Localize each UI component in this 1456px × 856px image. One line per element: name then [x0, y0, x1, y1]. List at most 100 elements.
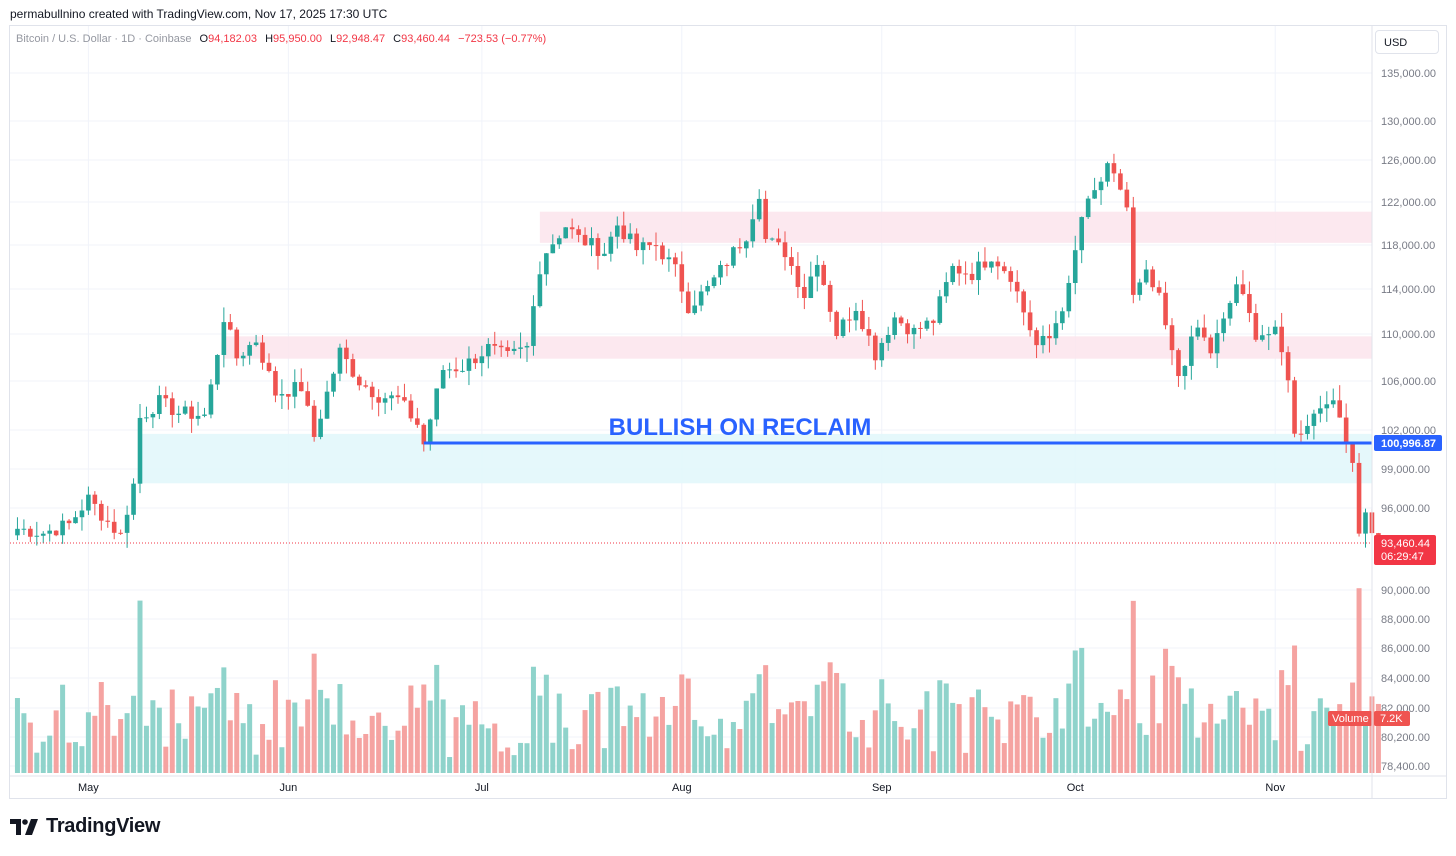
candle-body[interactable] [337, 347, 343, 374]
candle-body[interactable] [1266, 334, 1272, 336]
candle-body[interactable] [1234, 284, 1239, 304]
candle-body[interactable] [363, 385, 369, 387]
candle-body[interactable] [111, 521, 117, 533]
candle-body[interactable] [298, 382, 304, 392]
candle-body[interactable] [460, 370, 465, 372]
candle-body[interactable] [963, 273, 968, 275]
candle-body[interactable] [556, 238, 562, 245]
candle-body[interactable] [150, 414, 156, 418]
candle-body[interactable] [1324, 404, 1330, 409]
candle-body[interactable] [976, 261, 981, 281]
candle-body[interactable] [537, 274, 543, 307]
candle-body[interactable] [724, 265, 730, 267]
candle-body[interactable] [240, 355, 246, 359]
candle-body[interactable] [1137, 282, 1143, 295]
candle-body[interactable] [34, 535, 40, 537]
candle-body[interactable] [595, 238, 601, 256]
candle-body[interactable] [479, 356, 485, 364]
candle-body[interactable] [157, 395, 162, 415]
candle-body[interactable] [982, 261, 988, 268]
candle-body[interactable] [763, 198, 768, 240]
candle-body[interactable] [1330, 400, 1336, 405]
candle-body[interactable] [1060, 311, 1065, 324]
candle-body[interactable] [885, 334, 891, 343]
candle-body[interactable] [105, 520, 111, 522]
candle-body[interactable] [931, 320, 936, 323]
candle-body[interactable] [1034, 330, 1039, 346]
candle-body[interactable] [666, 257, 672, 260]
candle-body[interactable] [969, 273, 975, 281]
candle-body[interactable] [731, 247, 736, 266]
candle-body[interactable] [1305, 425, 1310, 434]
candle-body[interactable] [834, 311, 839, 336]
candle-body[interactable] [989, 261, 994, 268]
candle-body[interactable] [273, 371, 278, 396]
candle-body[interactable] [408, 400, 414, 419]
candle-body[interactable] [492, 344, 498, 346]
candle-body[interactable] [1285, 352, 1291, 381]
candle-body[interactable] [705, 286, 710, 292]
candle-body[interactable] [750, 219, 756, 242]
candle-body[interactable] [873, 335, 878, 361]
candle-body[interactable] [827, 284, 833, 312]
candle-body[interactable] [1279, 326, 1284, 353]
candle-body[interactable] [124, 514, 130, 533]
candle-body[interactable] [415, 418, 420, 425]
candle-body[interactable] [1272, 326, 1278, 335]
candle-body[interactable] [634, 233, 639, 251]
candle-body[interactable] [866, 329, 872, 336]
candle-body[interactable] [1105, 163, 1110, 182]
candle-body[interactable] [576, 229, 581, 235]
candle-body[interactable] [569, 227, 575, 230]
candle-body[interactable] [518, 347, 523, 349]
candle-body[interactable] [1337, 400, 1342, 418]
candle-body[interactable] [1350, 442, 1355, 463]
candle-body[interactable] [1143, 269, 1149, 283]
candle-body[interactable] [1189, 336, 1194, 366]
candle-body[interactable] [195, 415, 201, 419]
candle-body[interactable] [21, 528, 27, 530]
candle-body[interactable] [60, 520, 65, 536]
candle-body[interactable] [1227, 303, 1233, 319]
candle-body[interactable] [673, 257, 678, 265]
candle-body[interactable] [1247, 294, 1252, 314]
candle-body[interactable] [1002, 266, 1007, 272]
candle-body[interactable] [1021, 291, 1026, 313]
candle-body[interactable] [744, 241, 749, 249]
candle-body[interactable] [995, 261, 1001, 267]
candle-body[interactable] [621, 225, 627, 240]
candle-body[interactable] [498, 345, 504, 348]
candle-body[interactable] [144, 417, 149, 419]
candle-body[interactable] [1098, 181, 1104, 191]
candle-body[interactable] [292, 382, 298, 397]
candle-body[interactable] [15, 528, 20, 536]
candle-body[interactable] [1298, 433, 1304, 435]
candle-body[interactable] [1292, 380, 1297, 434]
candle-body[interactable] [615, 225, 620, 237]
candle-body[interactable] [344, 347, 349, 360]
candle-body[interactable] [1182, 365, 1188, 377]
candle-body[interactable] [311, 405, 317, 437]
candle-body[interactable] [821, 264, 826, 285]
candle-body[interactable] [1343, 417, 1349, 443]
candle-body[interactable] [453, 369, 459, 372]
candle-body[interactable] [860, 310, 865, 330]
candle-body[interactable] [1053, 323, 1059, 339]
candle-body[interactable] [427, 419, 433, 445]
candle-body[interactable] [531, 306, 536, 346]
candle-body[interactable] [86, 494, 91, 511]
candle-body[interactable] [1008, 271, 1014, 282]
candle-body[interactable] [228, 322, 233, 330]
candle-body[interactable] [795, 265, 801, 287]
tradingview-logo[interactable]: TradingView [10, 815, 160, 838]
candle-body[interactable] [1214, 333, 1220, 354]
candle-body[interactable] [369, 386, 375, 398]
candle-body[interactable] [937, 296, 943, 323]
candle-body[interactable] [1201, 327, 1207, 338]
candle-body[interactable] [1047, 335, 1052, 339]
candle-body[interactable] [234, 329, 240, 359]
candle-body[interactable] [486, 344, 491, 357]
candle-body[interactable] [511, 348, 517, 351]
candle-body[interactable] [440, 369, 446, 389]
candle-body[interactable] [1163, 292, 1168, 326]
